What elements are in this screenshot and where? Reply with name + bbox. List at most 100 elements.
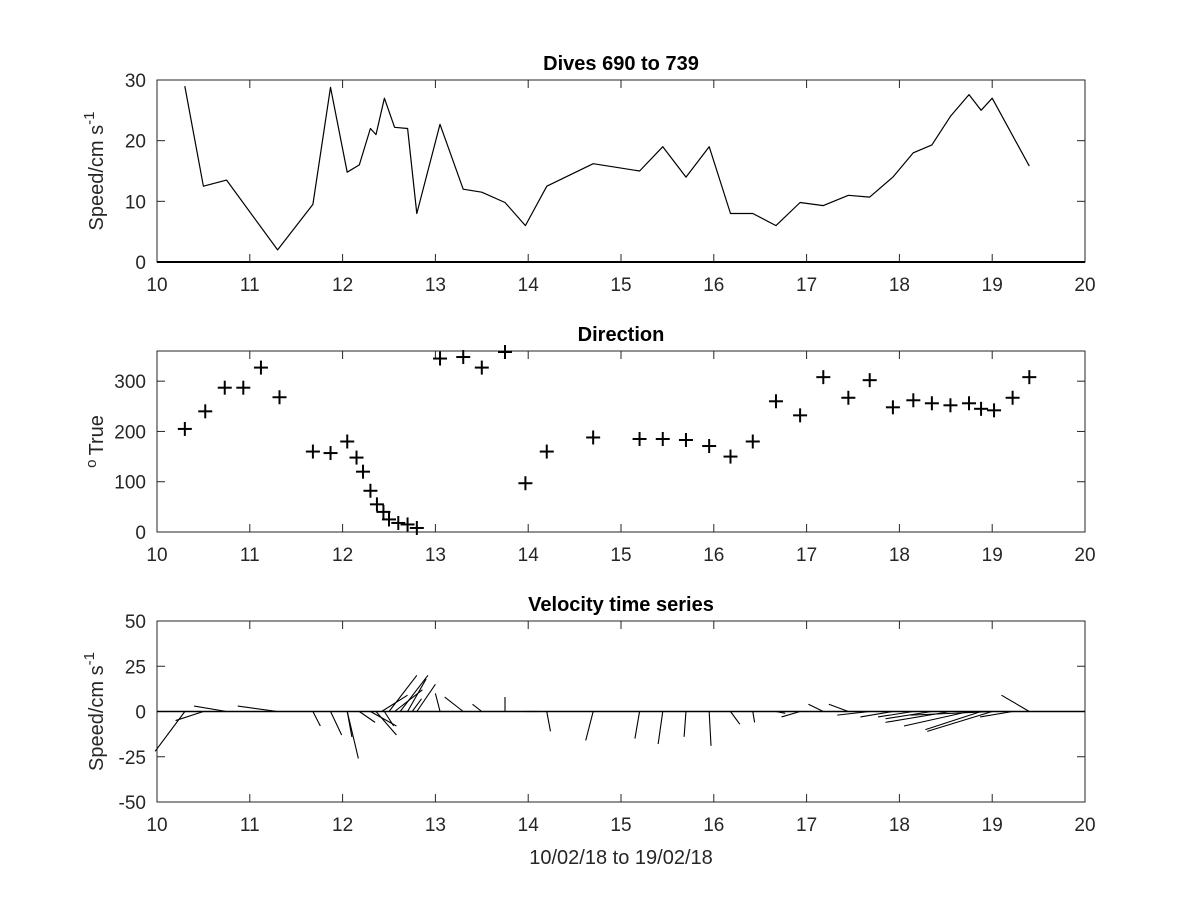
direction-point xyxy=(382,512,396,527)
x-axis-label: 10/02/18 to 19/02/18 xyxy=(529,847,713,869)
x-tick-label: 20 xyxy=(1074,545,1095,566)
x-tick-label: 17 xyxy=(796,815,817,836)
velocity-vector xyxy=(358,711,376,723)
x-tick-label: 11 xyxy=(240,275,260,296)
velocity-vector xyxy=(828,703,849,713)
x-tick-label: 16 xyxy=(703,545,724,566)
y-axis-label-text: True xyxy=(86,415,108,455)
velocity-vector xyxy=(980,710,1013,718)
direction-point xyxy=(236,380,251,395)
velocity-vector xyxy=(808,703,824,712)
y-axis-label-degree: o xyxy=(83,460,100,468)
y-tick-label: 10 xyxy=(125,192,146,213)
x-tick-label: 18 xyxy=(889,815,910,836)
y-tick-label: -50 xyxy=(119,793,146,814)
direction-point xyxy=(253,360,268,375)
velocity-vector xyxy=(237,705,278,713)
velocity-vector xyxy=(388,674,418,712)
x-tick-label: 15 xyxy=(610,545,631,566)
direction-point xyxy=(793,408,808,423)
y-axis-label-text: Speed/cm s xyxy=(86,665,108,771)
velocity-vector xyxy=(472,703,483,712)
y-tick-label: 200 xyxy=(114,422,146,443)
axes-frame xyxy=(156,79,1086,263)
y-axis-label: Speed/cm s-1 xyxy=(81,112,108,231)
velocity-vector xyxy=(877,710,914,718)
velocity-vector xyxy=(925,710,982,731)
velocity-vector xyxy=(775,710,786,714)
direction-point xyxy=(768,394,783,409)
direction-point xyxy=(862,373,877,388)
velocity-vector xyxy=(375,711,397,736)
y-axis-label-exponent: -1 xyxy=(81,652,98,665)
velocity-vector xyxy=(781,710,801,718)
direction-point xyxy=(906,393,921,408)
direction-point xyxy=(340,434,355,449)
y-tick-label: 300 xyxy=(114,372,146,393)
direction-point xyxy=(816,370,831,385)
chart-title: Dives 690 to 739 xyxy=(543,53,699,75)
velocity-vector xyxy=(383,711,395,727)
x-tick-label: 14 xyxy=(518,815,540,836)
velocity-vector xyxy=(837,710,870,716)
direction-point xyxy=(1022,370,1037,385)
y-tick-label: 20 xyxy=(125,132,146,153)
direction-point xyxy=(632,431,647,446)
direction-point xyxy=(305,444,320,459)
velocity-vector xyxy=(752,711,756,723)
y-axis-label-exponent: -1 xyxy=(81,112,98,125)
direction-point xyxy=(369,497,384,512)
velocity-vector xyxy=(730,711,741,725)
y-tick-label: 0 xyxy=(135,523,146,544)
axes-frame xyxy=(156,350,1086,533)
x-tick-label: 13 xyxy=(425,545,446,566)
velocity-vector xyxy=(585,711,594,741)
x-tick-label: 19 xyxy=(982,275,1003,296)
direction-point xyxy=(323,446,338,461)
x-tick-label: 20 xyxy=(1074,815,1095,836)
velocity-vector xyxy=(381,694,408,712)
x-tick-label: 13 xyxy=(425,275,446,296)
direction-point xyxy=(498,345,512,360)
velocity-vector xyxy=(657,711,664,745)
x-tick-label: 10 xyxy=(146,545,167,566)
x-tick-label: 19 xyxy=(982,815,1003,836)
x-tick-label: 17 xyxy=(796,545,817,566)
velocity-vector xyxy=(1001,694,1030,712)
velocity-vector xyxy=(910,710,995,716)
x-tick-label: 16 xyxy=(703,275,724,296)
speed-series-line xyxy=(184,85,1030,251)
velocity-vector xyxy=(330,711,343,736)
velocity-vector xyxy=(416,684,436,712)
x-tick-label: 19 xyxy=(982,545,1003,566)
direction-point xyxy=(474,360,489,375)
velocity-vector xyxy=(683,711,687,737)
velocity-vector xyxy=(860,710,893,718)
y-tick-label: 0 xyxy=(135,703,146,724)
velocity-vector xyxy=(927,710,993,732)
velocity-panel: 10 11 12 13 14 15 16 17 18 19 20 -50 -25 0 25 50 Velocit… xyxy=(81,594,1096,869)
y-tick-label: 100 xyxy=(114,473,146,494)
direction-point xyxy=(433,351,448,366)
direction-point xyxy=(539,444,554,459)
y-tick-label: 50 xyxy=(125,612,146,633)
x-tick-label: 15 xyxy=(610,275,631,296)
x-tick-label: 10 xyxy=(146,275,167,296)
direction-point xyxy=(272,390,287,405)
velocity-vector xyxy=(885,710,932,720)
velocity-vector xyxy=(312,711,321,727)
chart-title: Direction xyxy=(578,324,665,346)
velocity-vector xyxy=(434,693,441,712)
direction-point xyxy=(655,431,670,446)
x-tick-label: 12 xyxy=(332,815,353,836)
velocity-vector xyxy=(407,678,427,712)
x-tick-label: 10 xyxy=(146,815,167,836)
direction-point xyxy=(974,401,989,416)
direction-point xyxy=(356,464,371,479)
x-tick-label: 18 xyxy=(889,275,910,296)
x-tick-label: 11 xyxy=(240,545,260,566)
direction-point xyxy=(841,390,856,405)
velocity-vector xyxy=(903,710,970,727)
